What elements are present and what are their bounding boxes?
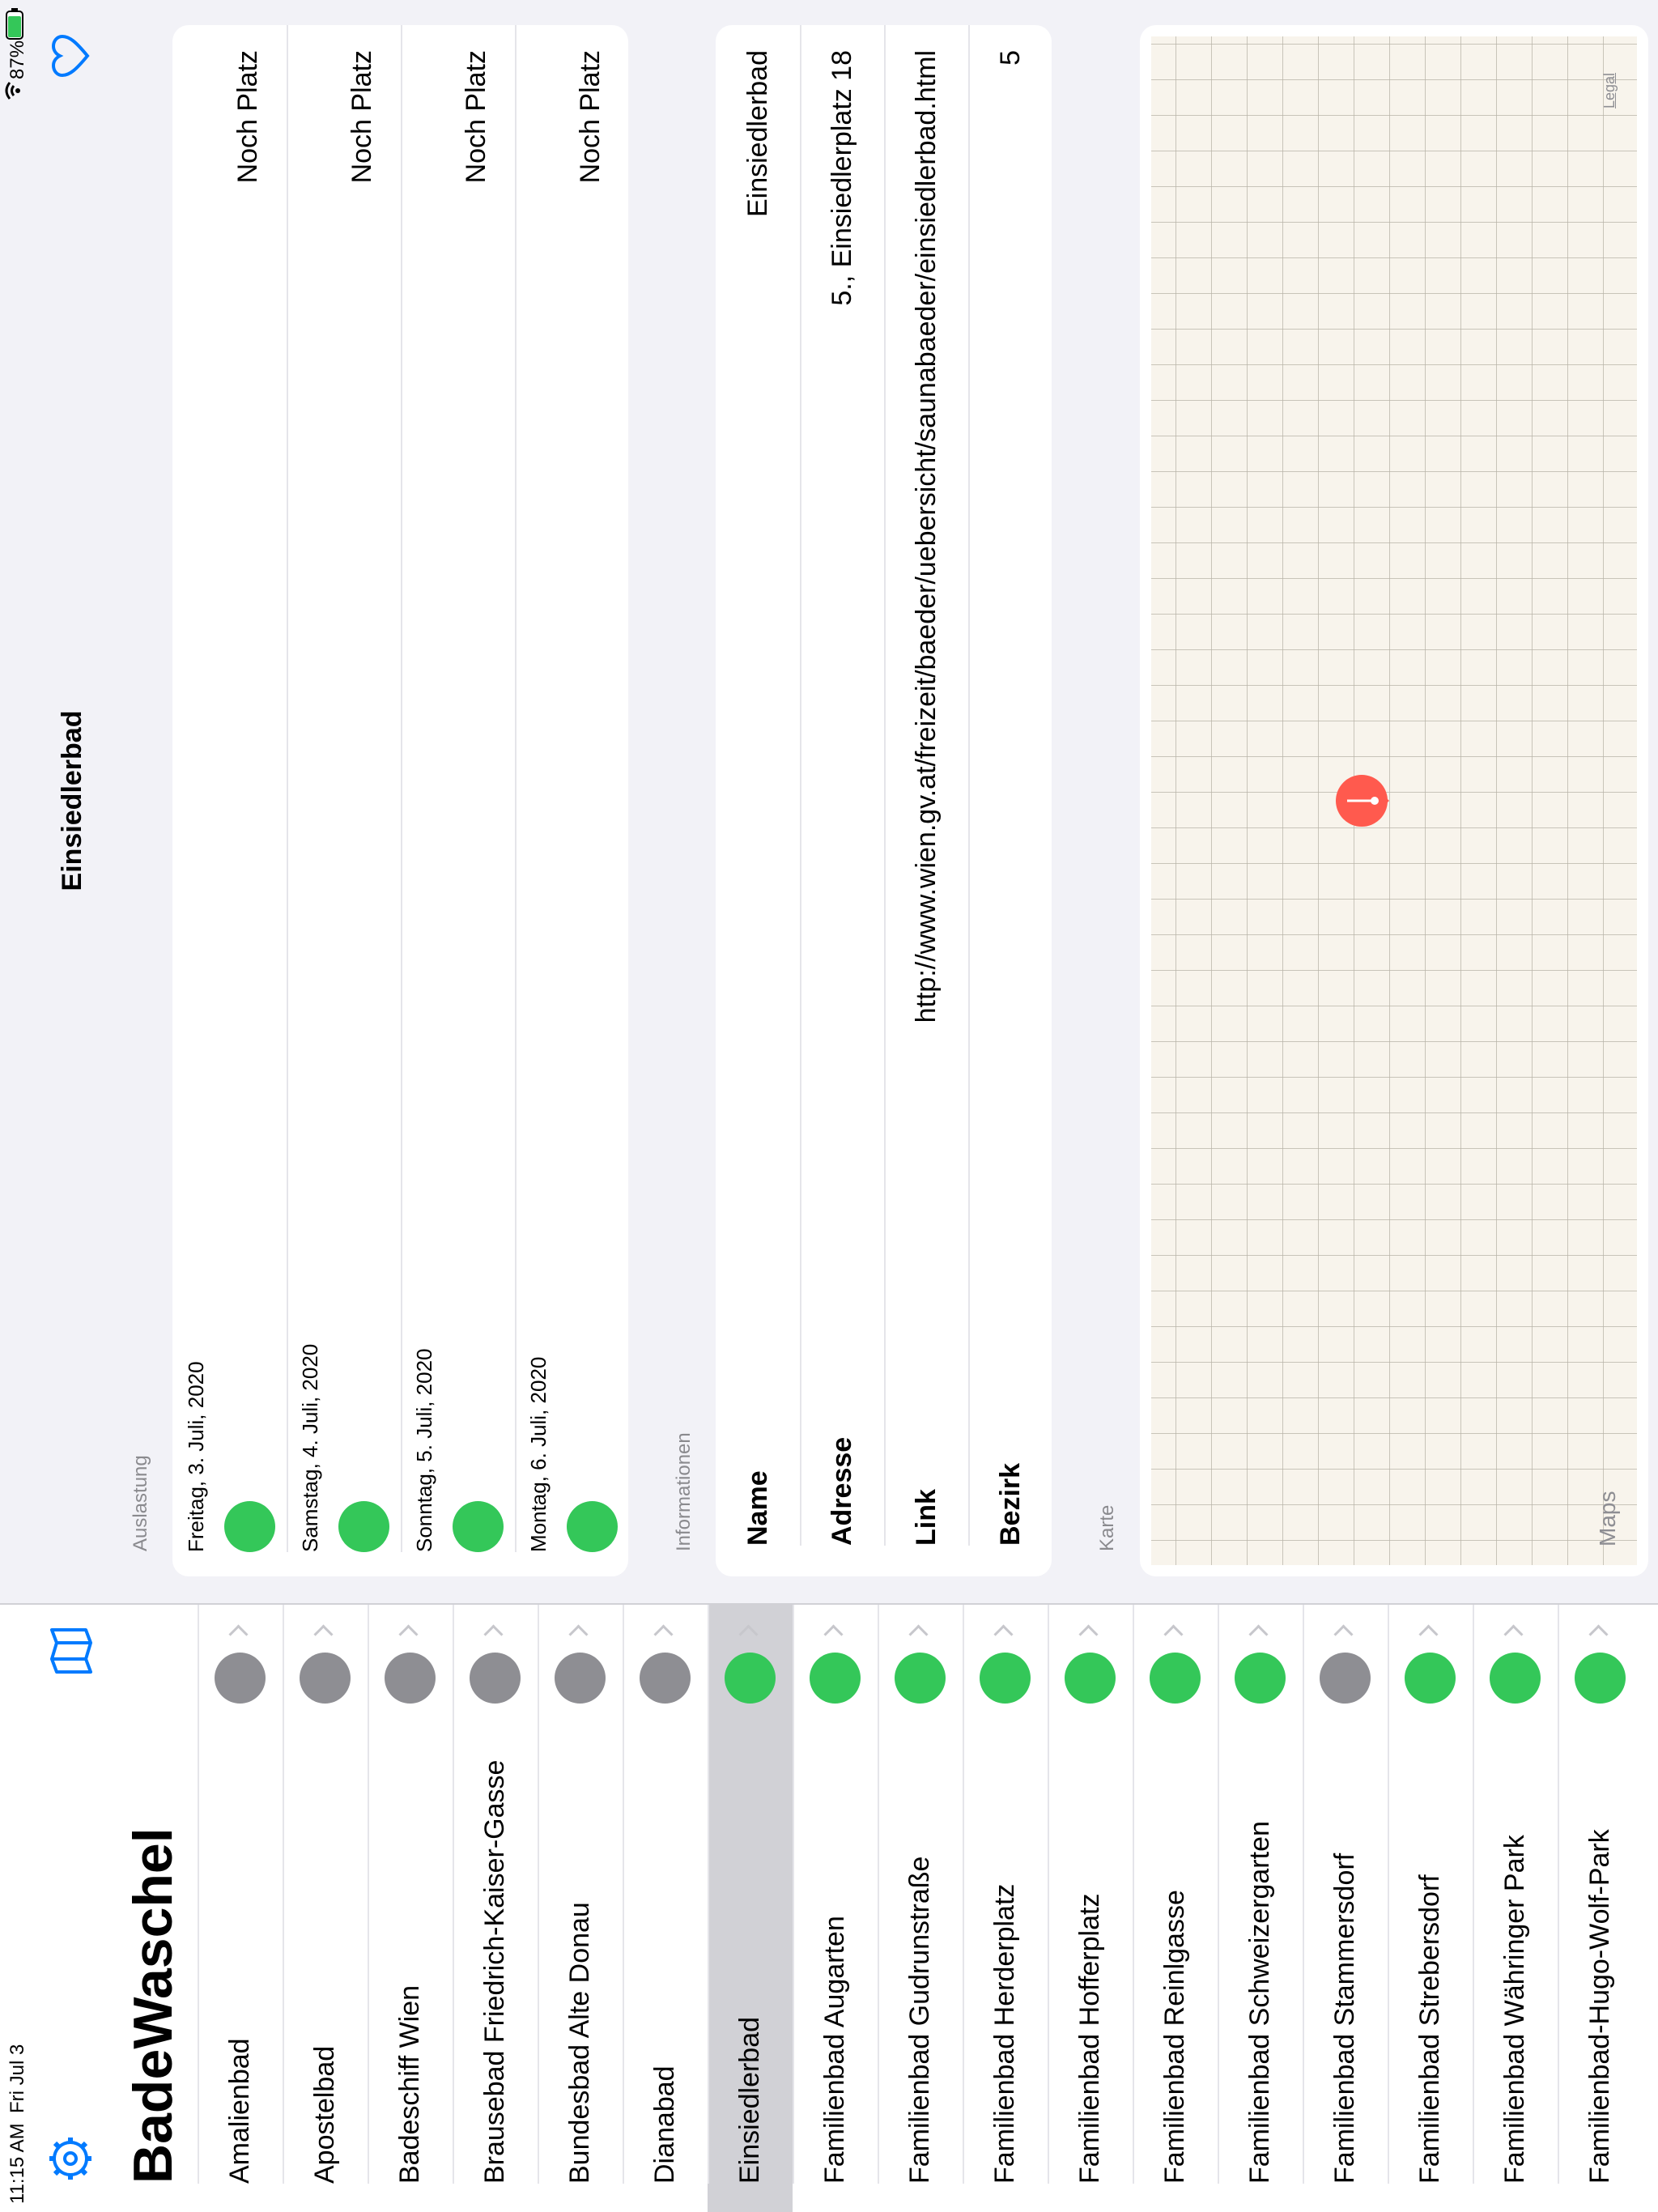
info-label: Adresse xyxy=(826,1436,857,1546)
map[interactable] xyxy=(1140,25,1648,1576)
day-status: Noch Platz xyxy=(461,50,491,184)
status-dot xyxy=(980,1653,1031,1704)
info-value: http://www.wien.gv.at/freizeit/baeder/ue… xyxy=(910,50,942,1023)
status-dot xyxy=(1405,1653,1456,1704)
day-status: Noch Platz xyxy=(346,50,377,184)
bath-row[interactable]: Brausebad Friedrich-Kaiser-Gasse xyxy=(479,1759,510,2184)
bath-row[interactable]: Apostelbad xyxy=(309,2045,340,2184)
status-dot xyxy=(470,1653,521,1704)
info-value: 5 xyxy=(994,50,1026,66)
section-header: Auslastung xyxy=(130,1455,151,1551)
status-dot xyxy=(224,1501,275,1552)
favorite-button[interactable] xyxy=(52,34,91,78)
bath-row[interactable]: Badeschiff Wien xyxy=(394,1984,425,2184)
info-label: Link xyxy=(910,1489,942,1546)
status-dot xyxy=(1065,1653,1116,1704)
day-date: Sonntag, 5. Juli, 2020 xyxy=(412,1348,436,1552)
bath-row[interactable]: Familienbad Währinger Park xyxy=(1499,1835,1530,2184)
status-time: 11:15 AM xyxy=(6,2123,28,2204)
bath-row[interactable]: Familienbad Gudrunstraße xyxy=(904,1856,935,2184)
map-legal[interactable]: Legal xyxy=(1601,72,1618,108)
status-dot xyxy=(725,1653,776,1704)
bath-row[interactable]: Familienbad Augarten xyxy=(819,1916,850,2184)
info-label: Bezirk xyxy=(994,1462,1026,1546)
row-separator xyxy=(968,25,970,1546)
bath-row[interactable]: Familienbad Strebersdorf xyxy=(1414,1874,1445,2184)
status-dot xyxy=(555,1653,606,1704)
nav-title: Einsiedlerbad xyxy=(57,710,87,891)
bath-row[interactable]: Familienbad-Hugo-Wolf-Park xyxy=(1584,1829,1615,2184)
day-date: Montag, 6. Juli, 2020 xyxy=(526,1356,551,1552)
battery-icon xyxy=(5,8,23,100)
settings-button[interactable] xyxy=(48,2136,93,2181)
bath-row[interactable]: Dianabad xyxy=(649,2065,680,2184)
section-header: Karte xyxy=(1096,1504,1118,1551)
status-date: Fri Jul 3 xyxy=(6,2044,28,2113)
status-dot xyxy=(1490,1653,1541,1704)
status-battery: 87% xyxy=(6,40,28,79)
bath-row[interactable]: Familienbad Schweizergarten xyxy=(1244,1821,1275,2184)
status-dot xyxy=(338,1501,389,1552)
day-date: Freitag, 3. Juli, 2020 xyxy=(184,1361,208,1552)
row-separator xyxy=(515,25,517,1552)
info-label: Name xyxy=(742,1470,773,1546)
sidebar-title: BadeWaschel xyxy=(122,1827,184,2184)
day-date: Samstag, 4. Juli, 2020 xyxy=(298,1343,322,1552)
status-dot xyxy=(895,1653,946,1704)
map-pin[interactable] xyxy=(1336,775,1389,827)
bath-row[interactable]: Amalienbad xyxy=(224,2038,255,2184)
bath-row[interactable]: Familienbad Stammersdorf xyxy=(1329,1853,1360,2184)
status-dot xyxy=(453,1501,504,1552)
info-value: Einsiedlerbad xyxy=(742,50,773,218)
status-dot xyxy=(300,1653,351,1704)
status-dot xyxy=(215,1653,266,1704)
section-header: Informationen xyxy=(673,1432,695,1551)
bath-row[interactable]: Familienbad Herderplatz xyxy=(989,1883,1020,2184)
status-dot xyxy=(1320,1653,1371,1704)
status-dot xyxy=(567,1501,618,1552)
day-status: Noch Platz xyxy=(575,50,606,184)
bath-row[interactable]: Bundesbad Alte Donau xyxy=(564,1902,595,2184)
bath-row[interactable]: Einsiedlerbad xyxy=(734,2016,765,2184)
status-dot xyxy=(385,1653,436,1704)
day-status: Noch Platz xyxy=(232,50,263,184)
bath-row[interactable]: Familienbad Hofferplatz xyxy=(1074,1893,1105,2184)
row-separator xyxy=(287,25,288,1552)
row-separator xyxy=(401,25,402,1552)
info-value: 5., Einsiedlerplatz 18 xyxy=(826,50,857,306)
map-button[interactable] xyxy=(50,1627,92,1675)
status-dot xyxy=(810,1653,861,1704)
bath-row[interactable]: Familienbad Reinlgasse xyxy=(1159,1890,1190,2184)
status-dot xyxy=(640,1653,691,1704)
status-dot xyxy=(1235,1653,1286,1704)
status-dot xyxy=(1150,1653,1201,1704)
map-attribution: Maps xyxy=(1595,1491,1620,1546)
status-dot xyxy=(1575,1653,1626,1704)
